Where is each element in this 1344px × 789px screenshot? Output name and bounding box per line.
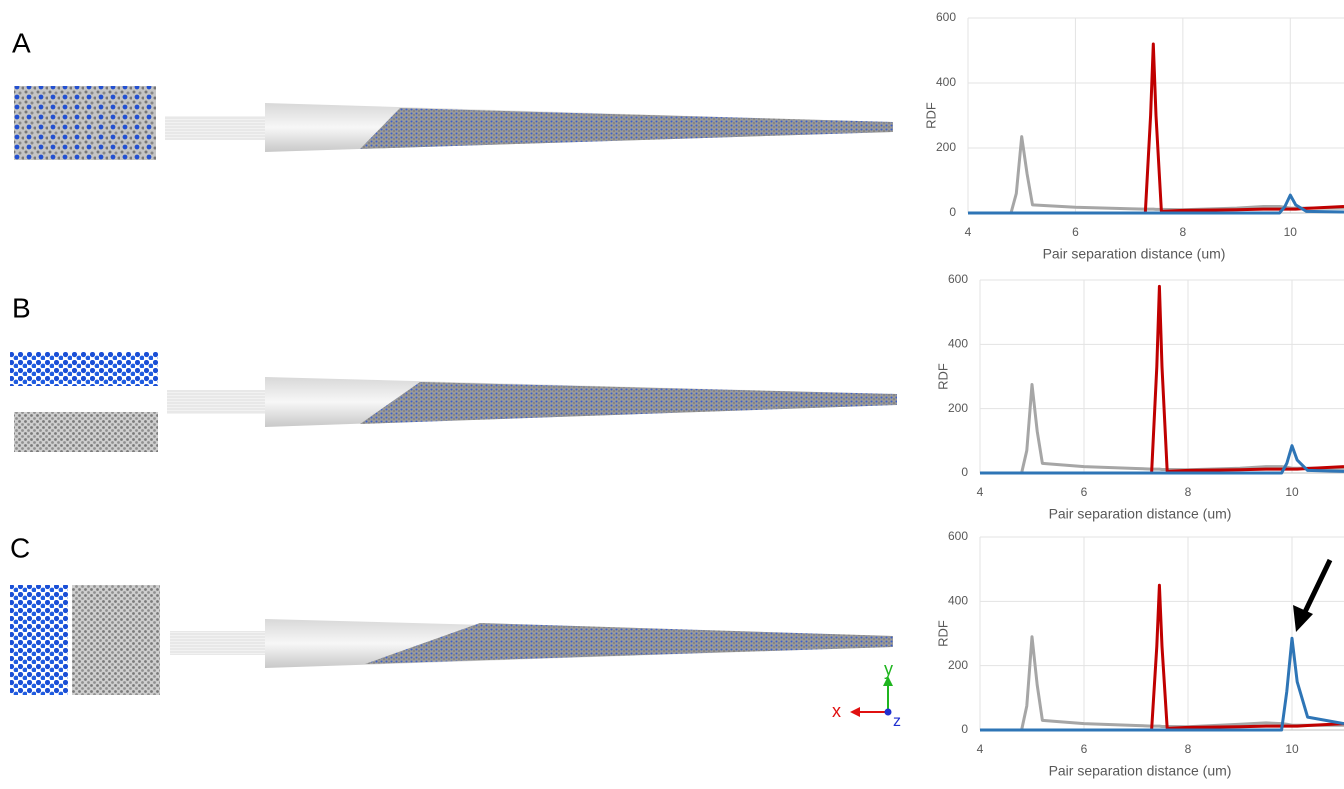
particle-box (14, 86, 156, 160)
series-line (968, 42, 1344, 215)
chart: 0 200 400 600 4 6 8 10 Pair separation distance … (923, 10, 1344, 262)
x-tick-label: 4 (965, 225, 972, 239)
tube (167, 377, 897, 427)
y-tick-label: 600 (948, 272, 968, 286)
particle-box (14, 412, 158, 452)
y-tick-label: 600 (948, 529, 968, 543)
particle-box (10, 585, 68, 695)
x-tick-label: 8 (1185, 742, 1192, 756)
x-axis-label: Pair separation distance (um) (1043, 246, 1226, 262)
y-tick-label: 400 (948, 594, 968, 608)
x-tick-label: 6 (1081, 485, 1088, 499)
series-line (980, 636, 1344, 732)
x-axis-label: Pair separation distance (um) (1049, 763, 1232, 779)
x-tick-label: 8 (1185, 485, 1192, 499)
x-tick-label: 8 (1180, 225, 1187, 239)
series-line (980, 444, 1344, 475)
x-tick-label: 6 (1072, 225, 1079, 239)
particle-box (72, 585, 160, 695)
axis-label: z (893, 713, 901, 730)
chart: 0 200 400 600 4 6 8 10 Pair separation distance … (935, 272, 1344, 522)
axis-triad: y x z (832, 659, 901, 730)
y-axis-label: RDF (923, 102, 938, 129)
panel-label: B (12, 292, 31, 323)
panel-label: C (10, 532, 30, 563)
y-axis-label: RDF (935, 620, 950, 647)
x-tick-label: 10 (1285, 485, 1299, 499)
x-tick-label: 4 (977, 485, 984, 499)
y-tick-label: 200 (948, 401, 968, 415)
tube (170, 619, 893, 668)
y-tick-label: 400 (948, 337, 968, 351)
y-tick-label: 400 (936, 75, 956, 89)
arrow (1293, 558, 1333, 632)
x-tick-label: 4 (977, 742, 984, 756)
y-axis-label: RDF (935, 363, 950, 390)
axis-label: x (832, 701, 841, 721)
y-tick-label: 0 (961, 722, 968, 736)
series-line (968, 193, 1344, 215)
y-tick-label: 0 (961, 465, 968, 479)
particle-box (10, 352, 158, 386)
x-tick-label: 6 (1081, 742, 1088, 756)
y-tick-label: 0 (949, 205, 956, 219)
series-line (980, 284, 1344, 475)
x-axis-label: Pair separation distance (um) (1049, 506, 1232, 522)
y-tick-label: 200 (936, 140, 956, 154)
panel-label: A (12, 27, 31, 58)
y-tick-label: 200 (948, 658, 968, 672)
x-tick-label: 10 (1284, 225, 1298, 239)
x-tick-label: 10 (1285, 742, 1299, 756)
y-tick-label: 600 (936, 10, 956, 24)
chart: 0 200 400 600 4 6 8 10 Pair separation distance … (935, 529, 1344, 779)
tube (165, 103, 893, 152)
axis-label: y (884, 659, 893, 679)
